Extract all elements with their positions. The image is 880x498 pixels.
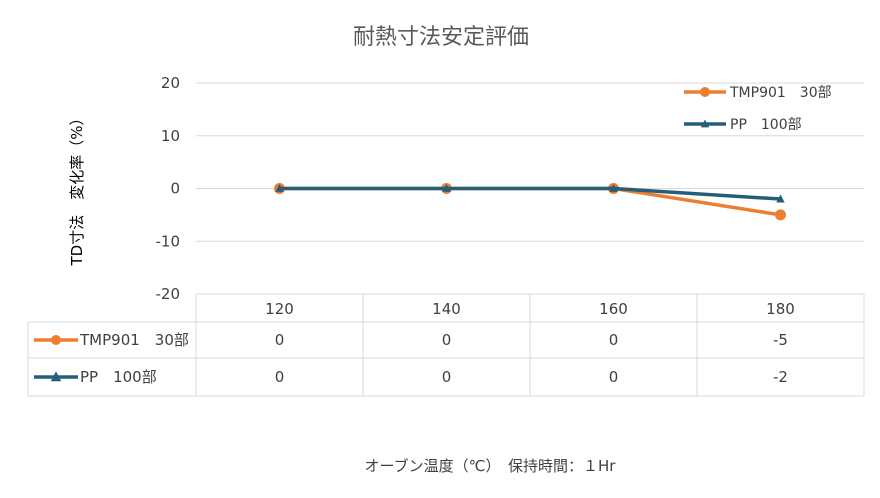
table-cell: 0: [275, 331, 285, 349]
x-axis-title: オーブン温度（℃） 保持時間：１Hr: [365, 457, 617, 475]
table-cell: 0: [609, 368, 619, 386]
data-table: 120 140 160 180 TMP901 30部 0 0 0 -5 PP 100部 0 0 0 -2: [27, 293, 865, 397]
y-tick-label: 10: [161, 127, 180, 145]
x-tick-label: 160: [599, 300, 628, 318]
y-axis-title: TD寸法 変化率（%）: [68, 111, 86, 267]
data-point: [609, 183, 618, 192]
y-tick-label: 20: [161, 74, 180, 92]
legend: TMP901 30部 PP 100部: [684, 85, 832, 133]
x-tick-label: 120: [265, 300, 294, 318]
table-series-label: PP 100部: [80, 368, 157, 386]
data-point: [700, 87, 710, 97]
data-point: [275, 183, 284, 192]
chart-title: 耐熱寸法安定評価: [353, 25, 529, 50]
table-cell: -5: [773, 331, 788, 349]
y-tick-label: -10: [156, 232, 181, 250]
table-cell: -2: [773, 368, 788, 386]
table-cell: 0: [442, 331, 452, 349]
table-cell: 0: [609, 331, 619, 349]
series-line: [277, 186, 783, 217]
y-tick-label: -20: [156, 285, 181, 303]
data-point: [50, 371, 62, 382]
x-tick-label: 180: [766, 300, 795, 318]
series-line: [277, 186, 783, 201]
legend-label: PP 100部: [730, 117, 802, 133]
data-point: [442, 183, 451, 192]
table-cell: 0: [442, 368, 452, 386]
series-group: [274, 183, 786, 221]
data-point: [51, 335, 61, 345]
y-tick-label: 0: [170, 180, 180, 198]
data-point: [775, 209, 786, 221]
legend-label: TMP901 30部: [729, 85, 832, 101]
data-point: [776, 194, 785, 203]
y-axis-ticks: 20 10 0 -10 -20: [156, 74, 181, 303]
data-point: [700, 119, 710, 128]
table-series-label: TMP901 30部: [79, 331, 189, 349]
x-tick-label: 140: [432, 300, 461, 318]
table-cell: 0: [275, 368, 285, 386]
